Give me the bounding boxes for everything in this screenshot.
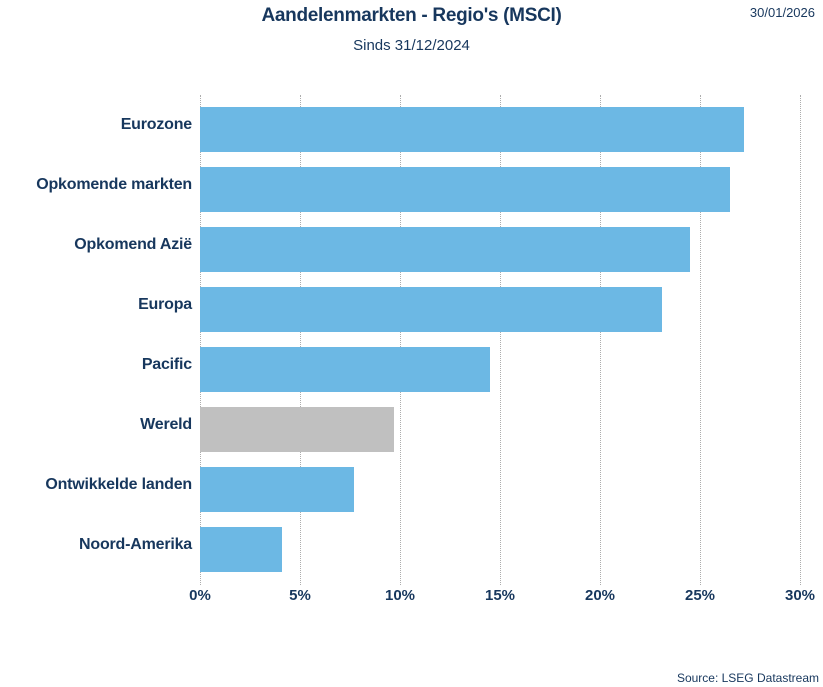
bar bbox=[200, 287, 662, 332]
gridline-30 bbox=[800, 95, 801, 585]
chart-title: Aandelenmarkten - Regio's (MSCI) bbox=[261, 5, 562, 26]
x-tick-label: 20% bbox=[584, 587, 616, 604]
chart-subtitle: Sinds 31/12/2024 bbox=[353, 37, 470, 54]
x-tick-label: 15% bbox=[484, 587, 516, 604]
chart-row: Pacific bbox=[0, 335, 823, 395]
category-label: Wereld bbox=[140, 416, 192, 433]
x-tick-label: 10% bbox=[384, 587, 416, 604]
bar bbox=[200, 467, 354, 512]
x-tick-label: 0% bbox=[189, 587, 211, 604]
chart-row: Ontwikkelde landen bbox=[0, 455, 823, 515]
chart-row: Opkomende markten bbox=[0, 155, 823, 215]
category-label: Ontwikkelde landen bbox=[45, 476, 192, 493]
x-tick-label: 5% bbox=[289, 587, 311, 604]
bar bbox=[200, 407, 394, 452]
report-date: 30/01/2026 bbox=[749, 5, 815, 20]
gridline-20 bbox=[600, 95, 601, 585]
gridline-10 bbox=[400, 95, 401, 585]
chart-row: Wereld bbox=[0, 395, 823, 455]
gridline-0 bbox=[200, 95, 201, 585]
bar-chart: Eurozone Opkomende markten Opkomend Azië Eu… bbox=[0, 95, 823, 585]
source-text: Source: LSEG Datastream bbox=[676, 671, 819, 685]
category-label: Opkomende markten bbox=[36, 176, 192, 193]
gridline-15 bbox=[500, 95, 501, 585]
category-label: Opkomend Azië bbox=[74, 236, 192, 253]
chart-row: Noord-Amerika bbox=[0, 515, 823, 575]
x-tick-label: 30% bbox=[784, 587, 816, 604]
chart-row: Europa bbox=[0, 275, 823, 335]
chart-header: Aandelenmarkten - Regio's (MSCI) Sinds 3… bbox=[0, 0, 823, 65]
bar bbox=[200, 347, 490, 392]
category-label: Eurozone bbox=[120, 116, 192, 133]
bar bbox=[200, 527, 282, 572]
chart-row: Eurozone bbox=[0, 95, 823, 155]
x-axis: 0% 5% 10% 15% 20% 25% 30% bbox=[189, 587, 815, 609]
category-label: Pacific bbox=[141, 356, 192, 373]
gridline-25 bbox=[700, 95, 701, 585]
gridline-5 bbox=[300, 95, 301, 585]
bar bbox=[200, 167, 730, 212]
bar bbox=[200, 107, 744, 152]
chart-row: Opkomend Azië bbox=[0, 215, 823, 275]
category-label: Noord-Amerika bbox=[79, 536, 192, 553]
plot-area bbox=[200, 95, 801, 585]
bar-rows: Eurozone Opkomende markten Opkomend Azië Eu… bbox=[0, 95, 823, 575]
x-tick-label: 25% bbox=[684, 587, 716, 604]
bar bbox=[200, 227, 690, 272]
category-label: Europa bbox=[138, 296, 192, 313]
